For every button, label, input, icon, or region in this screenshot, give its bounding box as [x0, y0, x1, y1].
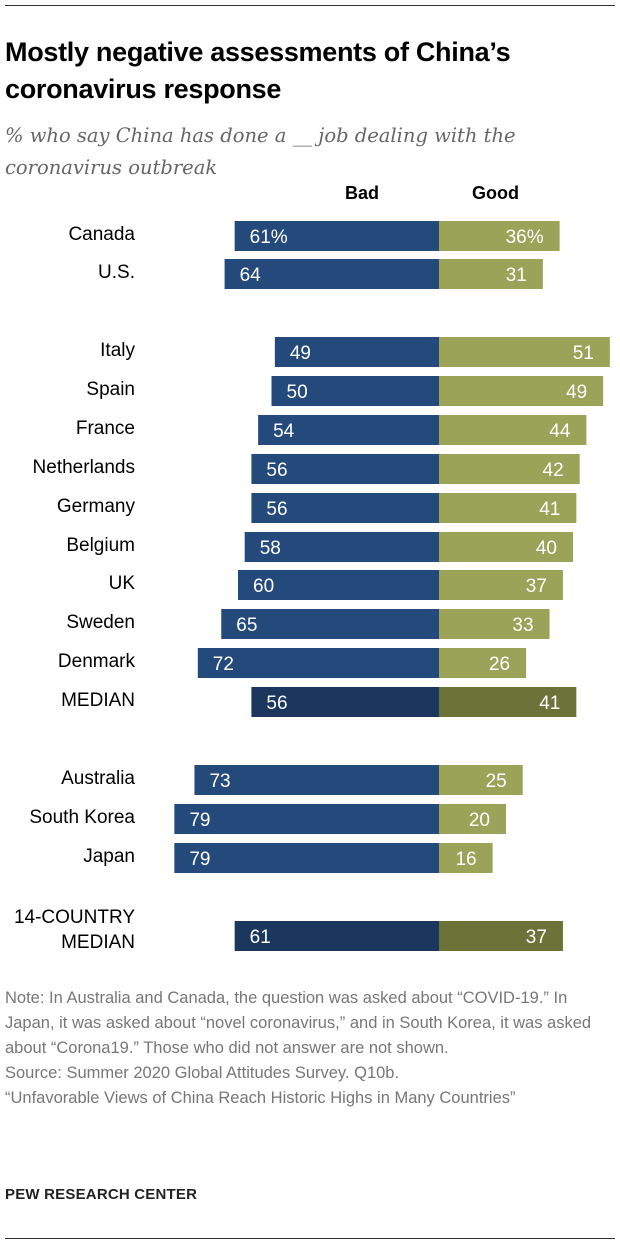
value-label-good: 42 — [543, 460, 564, 481]
bar-bad — [238, 570, 439, 600]
row-label: Japan — [83, 846, 135, 867]
value-label-good: 44 — [549, 421, 571, 442]
row-label: Germany — [56, 496, 135, 517]
value-label-bad: 64 — [240, 265, 262, 286]
legend-bad: Bad — [345, 183, 380, 203]
bar-good — [439, 765, 523, 795]
row-label: South Korea — [29, 807, 135, 828]
bar-good — [439, 609, 550, 639]
value-label-good: 36% — [506, 227, 544, 248]
bar-good — [439, 493, 577, 523]
source-text: Source: Summer 2020 Global Attitudes Sur… — [5, 1064, 400, 1082]
value-label-good: 40 — [536, 538, 557, 559]
value-label-bad: 72 — [213, 654, 234, 675]
value-label-bad: 65 — [236, 615, 257, 636]
bar-bad — [251, 493, 439, 523]
bar-good — [439, 376, 604, 406]
top-rule — [5, 5, 615, 6]
row-label: Australia — [61, 768, 135, 789]
row-label: UK — [108, 573, 135, 594]
bar-bad — [274, 337, 439, 367]
notes: Note: In Australia and Canada, the quest… — [5, 986, 615, 1111]
bar-bad — [197, 648, 439, 678]
value-label-good: 33 — [512, 615, 533, 636]
row-label: MEDIAN — [61, 690, 135, 711]
bar-bad — [251, 687, 439, 717]
value-label-bad: 56 — [266, 499, 287, 520]
bar-good — [439, 532, 573, 562]
bar-good — [439, 570, 563, 600]
row-label: Spain — [86, 379, 135, 400]
chart-subtitle: % who say China has done a __ job dealin… — [5, 124, 516, 179]
bar-good — [439, 337, 610, 367]
value-label-good: 20 — [469, 810, 490, 831]
value-label-good: 31 — [506, 265, 527, 286]
bar-bad — [234, 221, 439, 251]
value-label-good: 37 — [526, 576, 547, 597]
value-label-bad: 50 — [287, 382, 308, 403]
bottom-rule — [5, 1238, 615, 1239]
row-label: Canada — [68, 224, 135, 245]
value-label-bad: 56 — [266, 460, 287, 481]
bar-bad — [174, 804, 439, 834]
value-label-bad: 73 — [209, 771, 230, 792]
bar-good — [439, 843, 493, 873]
value-label-good: 41 — [539, 499, 560, 520]
value-label-bad: 61 — [250, 927, 271, 948]
row-label: Denmark — [57, 651, 135, 672]
value-label-bad: 54 — [273, 421, 295, 442]
row-label: Belgium — [66, 535, 135, 556]
row-label: Italy — [100, 340, 135, 361]
value-label-bad: 61% — [250, 227, 288, 248]
row-label: Sweden — [66, 612, 135, 633]
bar-bad — [258, 415, 439, 445]
bar-bad — [221, 609, 439, 639]
value-label-good: 25 — [486, 771, 507, 792]
bar-good — [439, 221, 560, 251]
row-label: 14-COUNTRY MEDIAN — [13, 907, 135, 953]
bar-chart: 61% 36% 64 31 49 51 50 49 54 44 56 42 56 41 58 40 60 37 65… — [174, 221, 610, 951]
value-label-bad: 79 — [189, 810, 210, 831]
legend-good: Good — [472, 183, 519, 203]
bar-bad — [251, 454, 439, 484]
value-label-good: 37 — [526, 927, 547, 948]
bar-bad — [234, 921, 439, 951]
bar-good — [439, 259, 543, 289]
value-label-bad: 79 — [189, 849, 210, 870]
value-label-bad: 60 — [253, 576, 274, 597]
note-text: Note: In Australia and Canada, the quest… — [5, 989, 592, 1057]
bar-bad — [224, 259, 439, 289]
bar-bad — [271, 376, 439, 406]
row-label: Netherlands — [32, 457, 135, 478]
pew-logo-text: PEW RESEARCH CENTER — [5, 1186, 198, 1203]
bar-good — [439, 648, 527, 678]
bar-good — [439, 687, 577, 717]
value-label-good: 41 — [539, 693, 560, 714]
report-title: “Unfavorable Views of China Reach Histor… — [5, 1089, 516, 1107]
chart-title: Mostly negative assessments of China’s c… — [5, 37, 511, 104]
row-label: U.S. — [98, 262, 135, 283]
value-label-good: 26 — [489, 654, 510, 675]
bar-good — [439, 415, 587, 445]
row-label: France — [75, 418, 135, 439]
bar-bad — [244, 532, 439, 562]
value-label-bad: 49 — [290, 343, 311, 364]
value-label-good: 16 — [455, 849, 476, 870]
bar-bad — [194, 765, 439, 795]
value-label-bad: 56 — [266, 693, 287, 714]
bar-good — [439, 921, 563, 951]
bar-good — [439, 804, 506, 834]
value-label-bad: 58 — [260, 538, 281, 559]
value-label-good: 49 — [566, 382, 587, 403]
bar-bad — [174, 843, 439, 873]
value-label-good: 51 — [573, 343, 594, 364]
bar-good — [439, 454, 580, 484]
